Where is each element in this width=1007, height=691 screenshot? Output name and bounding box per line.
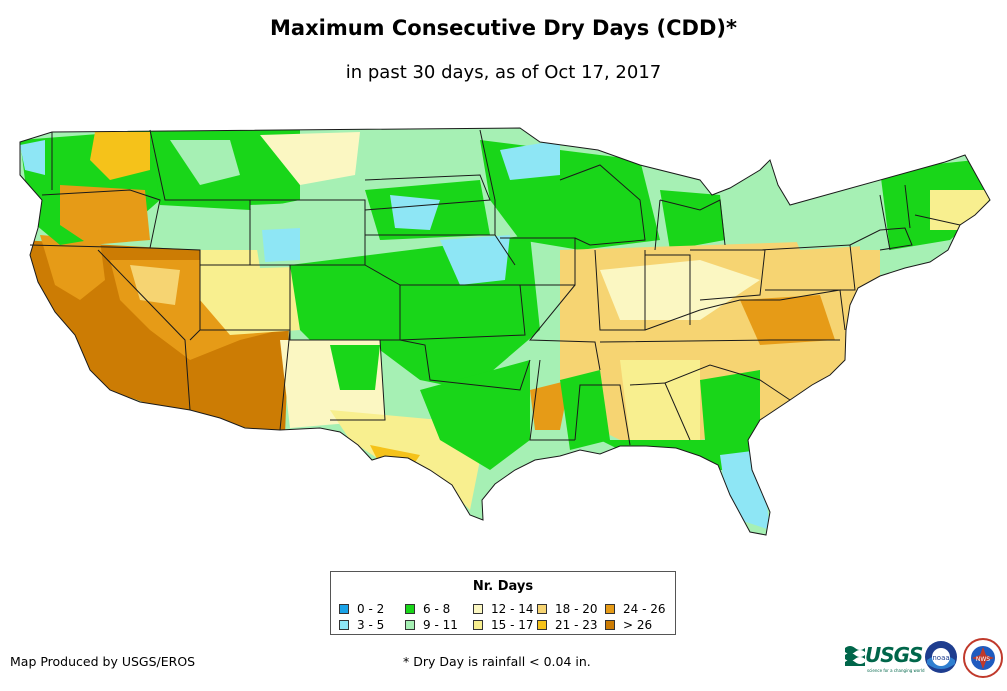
legend-swatch: [473, 620, 483, 630]
legend-swatch: [405, 620, 415, 630]
legend-item: 21 - 23: [537, 618, 598, 632]
legend-swatch: [537, 620, 547, 630]
usgs-wordmark: USGS: [865, 643, 923, 667]
legend-label: 12 - 14: [491, 602, 534, 616]
legend-item: 12 - 14: [473, 602, 534, 616]
nws-logo: NWS: [963, 638, 1003, 682]
state-borders: [19, 127, 991, 536]
legend-item: 18 - 20: [537, 602, 598, 616]
legend-swatch: [605, 620, 615, 630]
footnote: * Dry Day is rainfall < 0.04 in.: [403, 654, 591, 669]
legend-label: 18 - 20: [555, 602, 598, 616]
legend: Nr. Days 0 - 2 3 - 5 6 - 8 9 - 11 12 - 1…: [330, 571, 676, 635]
legend-swatch: [473, 604, 483, 614]
usgs-logo: USGS science for a changing world: [845, 643, 925, 673]
legend-label: 9 - 11: [423, 618, 458, 632]
legend-item: 0 - 2: [339, 602, 384, 616]
nws-text: NWS: [976, 656, 990, 663]
legend-swatch: [339, 620, 349, 630]
legend-label: 0 - 2: [357, 602, 385, 616]
usgs-wave-icon: [845, 646, 865, 666]
legend-swatch: [339, 604, 349, 614]
legend-item: 3 - 5: [339, 618, 384, 632]
legend-label: 24 - 26: [623, 602, 666, 616]
legend-swatch: [537, 604, 547, 614]
legend-label: > 26: [623, 618, 653, 632]
legend-item: 15 - 17: [473, 618, 534, 632]
legend-label: 21 - 23: [555, 618, 598, 632]
legend-title: Nr. Days: [472, 579, 534, 594]
legend-swatch: [605, 604, 615, 614]
noaa-text: noaa: [932, 654, 949, 662]
legend-item: > 26: [605, 618, 652, 632]
legend-label: 3 - 5: [357, 618, 385, 632]
conus-fill: [20, 128, 990, 535]
map-credit: Map Produced by USGS/EROS: [10, 654, 196, 669]
usgs-tagline: science for a changing world: [867, 668, 925, 673]
legend-item: 9 - 11: [405, 618, 458, 632]
legend-swatch: [405, 604, 415, 614]
map-subtitle: in past 30 days, as of Oct 17, 2017: [345, 62, 662, 83]
noaa-logo: noaa: [924, 640, 958, 678]
legend-label: 6 - 8: [423, 602, 451, 616]
legend-item: 24 - 26: [605, 602, 666, 616]
legend-item: 6 - 8: [405, 602, 450, 616]
legend-label: 15 - 17: [491, 618, 534, 632]
map-title: Maximum Consecutive Dry Days (CDD)*: [270, 16, 737, 40]
